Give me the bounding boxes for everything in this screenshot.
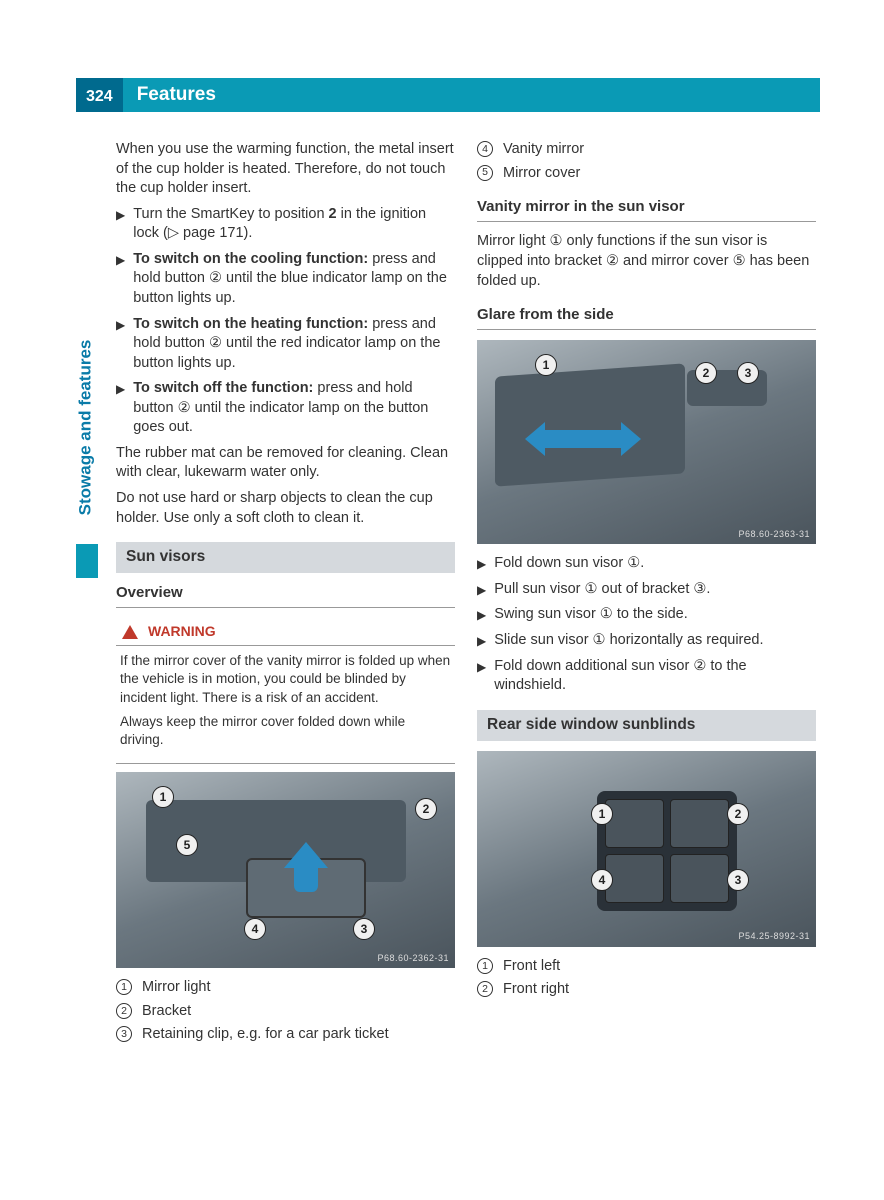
step-body: To switch on the heating function: press…: [133, 315, 455, 374]
callout-icon: 4: [477, 141, 493, 157]
warning-label: WARNING: [148, 622, 216, 641]
switch-button: [670, 799, 729, 848]
callout-3: 3: [353, 918, 375, 940]
glare-step: ▶ Swing sun visor ① to the side.: [477, 605, 816, 625]
bullet-icon: ▶: [116, 379, 125, 438]
text: Fold down sun visor ①.: [494, 554, 816, 574]
content-area: When you use the warming function, the m…: [116, 140, 816, 1049]
glare-step: ▶ Slide sun visor ① horizontally as requi…: [477, 631, 816, 651]
do-not-use-text: Do not use hard or sharp objects to clea…: [116, 489, 455, 528]
callout-icon: 2: [116, 1003, 132, 1019]
rubber-mat-text: The rubber mat can be removed for cleani…: [116, 444, 455, 483]
legend-text: Retaining clip, e.g. for a car park tick…: [142, 1025, 389, 1045]
text: Swing sun visor ① to the side.: [494, 605, 816, 625]
figure-id: P68.60-2362-31: [377, 952, 449, 964]
warning-triangle-icon: [122, 625, 138, 639]
glare-heading: Glare from the side: [477, 305, 816, 330]
figure-glare-side: 1 2 3 P68.60-2363-31: [477, 340, 816, 544]
switch-button: [605, 799, 664, 848]
text-bold: To switch on the cooling function:: [133, 251, 372, 267]
text: Slide sun visor ① horizontally as requir…: [494, 631, 816, 651]
visor-main: [495, 364, 685, 487]
side-tab-label: Stowage and features: [75, 317, 98, 537]
callout-icon: 5: [477, 165, 493, 181]
legend-text: Bracket: [142, 1002, 191, 1022]
left-column: When you use the warming function, the m…: [116, 140, 455, 1049]
step-body: To switch off the function: press and ho…: [133, 379, 455, 438]
text: Fold down additional sun visor ② to the …: [494, 657, 816, 696]
bullet-icon: ▶: [477, 605, 486, 625]
callout-icon: 1: [477, 958, 493, 974]
callout-icon: 1: [116, 979, 132, 995]
bullet-icon: ▶: [477, 631, 486, 651]
section-rear-sunblinds: Rear side window sunblinds: [477, 710, 816, 741]
bullet-icon: ▶: [477, 580, 486, 600]
warning-p1: If the mirror cover of the vanity mirror…: [120, 652, 451, 707]
legend-row: 5 Mirror cover: [477, 164, 816, 184]
warning-box: WARNING If the mirror cover of the vanit…: [116, 618, 455, 764]
legend-row: 3 Retaining clip, e.g. for a car park tic…: [116, 1025, 455, 1045]
callout-3: 3: [727, 869, 749, 891]
glare-step: ▶ Fold down sun visor ①.: [477, 554, 816, 574]
step-body: To switch on the cooling function: press…: [133, 250, 455, 309]
right-column: 4 Vanity mirror 5 Mirror cover Vanity mirr…: [477, 140, 816, 1049]
callout-icon: 3: [116, 1026, 132, 1042]
bullet-icon: ▶: [477, 657, 486, 696]
text-bold: To switch off the function:: [133, 380, 317, 396]
step-3: ▶ To switch on the heating function: pre…: [116, 315, 455, 374]
legend-row: 2 Bracket: [116, 1002, 455, 1022]
figure-rear-sunblinds: 1 2 3 4 P54.25-8992-31: [477, 751, 816, 947]
legend-text: Vanity mirror: [503, 140, 584, 160]
switch-button: [670, 854, 729, 903]
legend-row: 1 Mirror light: [116, 978, 455, 998]
intro-text: When you use the warming function, the m…: [116, 140, 455, 199]
legend-row: 2 Front right: [477, 980, 816, 1000]
callout-1: 1: [591, 803, 613, 825]
text: Turn the SmartKey to position: [133, 206, 328, 222]
step-2: ▶ To switch on the cooling function: pre…: [116, 250, 455, 309]
text-bold: 2: [329, 206, 337, 222]
text-bold: To switch on the heating function:: [133, 316, 372, 332]
vanity-text: Mirror light ① only functions if the sun…: [477, 232, 816, 291]
glare-step: ▶ Pull sun visor ① out of bracket ③.: [477, 580, 816, 600]
bullet-icon: ▶: [116, 315, 125, 374]
callout-icon: 2: [477, 981, 493, 997]
section-sun-visors: Sun visors: [116, 542, 455, 573]
bullet-icon: ▶: [477, 554, 486, 574]
arrow-horizontal-icon: [543, 430, 623, 448]
arrow-up-icon: [286, 842, 326, 892]
overview-heading: Overview: [116, 583, 455, 608]
legend-text: Mirror light: [142, 978, 210, 998]
bullet-icon: ▶: [116, 205, 125, 244]
legend-row: 4 Vanity mirror: [477, 140, 816, 160]
legend-row: 1 Front left: [477, 957, 816, 977]
legend-text: Front left: [503, 957, 560, 977]
callout-2: 2: [727, 803, 749, 825]
vanity-mirror-heading: Vanity mirror in the sun visor: [477, 197, 816, 222]
callout-2: 2: [415, 798, 437, 820]
page-number: 324: [76, 78, 123, 112]
figure-id: P68.60-2363-31: [738, 528, 810, 540]
step-1: ▶ Turn the SmartKey to position 2 in the…: [116, 205, 455, 244]
warning-p2: Always keep the mirror cover folded down…: [120, 713, 451, 749]
side-tab: Stowage and features: [76, 316, 98, 576]
callout-4: 4: [591, 869, 613, 891]
page-header: 324 Features: [76, 78, 820, 112]
warning-header: WARNING: [116, 618, 455, 646]
figure-id: P54.25-8992-31: [738, 930, 810, 942]
page-title: Features: [123, 78, 820, 112]
step-body: Turn the SmartKey to position 2 in the i…: [133, 205, 455, 244]
step-4: ▶ To switch off the function: press and …: [116, 379, 455, 438]
warning-body: If the mirror cover of the vanity mirror…: [116, 646, 455, 764]
callout-4: 4: [244, 918, 266, 940]
side-tab-marker: [76, 544, 98, 578]
legend-text: Front right: [503, 980, 569, 1000]
bullet-icon: ▶: [116, 250, 125, 309]
switch-button: [605, 854, 664, 903]
switch-panel: [597, 791, 737, 911]
text: Pull sun visor ① out of bracket ③.: [494, 580, 816, 600]
legend-text: Mirror cover: [503, 164, 580, 184]
glare-step: ▶Fold down additional sun visor ② to the…: [477, 657, 816, 696]
figure-sun-visor-overview: 1 2 3 4 5 P68.60-2362-31: [116, 772, 455, 968]
